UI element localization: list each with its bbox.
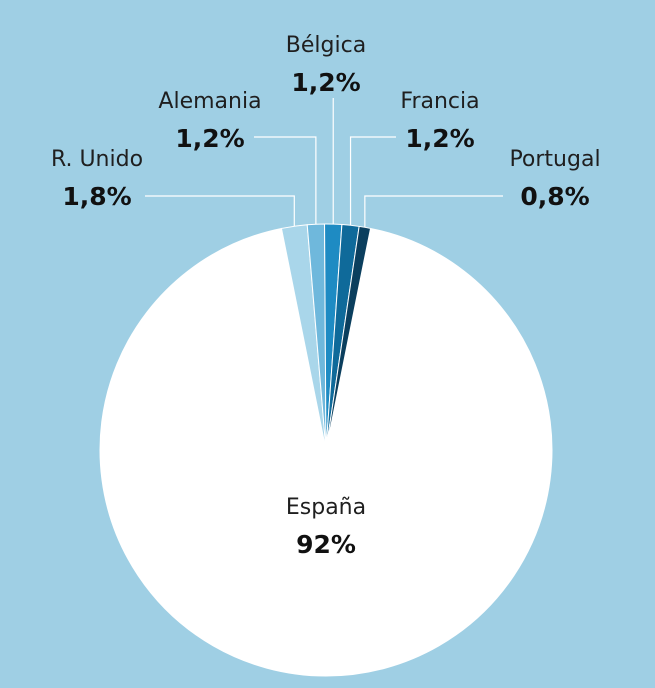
- leader-line-alemania: [254, 136, 317, 225]
- slice-value-espana: 92%: [296, 530, 356, 559]
- slice-value-alemania: 1,2%: [175, 124, 244, 153]
- slice-label-alemania: Alemania: [158, 89, 261, 114]
- slice-value-r-unido: 1,8%: [62, 182, 131, 211]
- slice-label-belgica: Bélgica: [286, 33, 366, 58]
- slice-label-espana: España: [286, 495, 366, 520]
- slice-portugal: [325, 225, 372, 451]
- slice-value-belgica: 1,2%: [291, 68, 360, 97]
- leader-line-r-unido: [145, 195, 295, 227]
- slice-value-portugal: 0,8%: [520, 182, 589, 211]
- leader-line-francia: [349, 136, 396, 226]
- slice-value-francia: 1,2%: [405, 124, 474, 153]
- leader-lines: [145, 98, 503, 228]
- pie-slices: [99, 223, 553, 677]
- slice-label-portugal: Portugal: [509, 147, 600, 172]
- leader-line-portugal: [364, 195, 503, 228]
- slice-label-r-unido: R. Unido: [51, 147, 143, 172]
- slice-label-francia: Francia: [400, 89, 479, 114]
- slice-espana: [99, 227, 553, 677]
